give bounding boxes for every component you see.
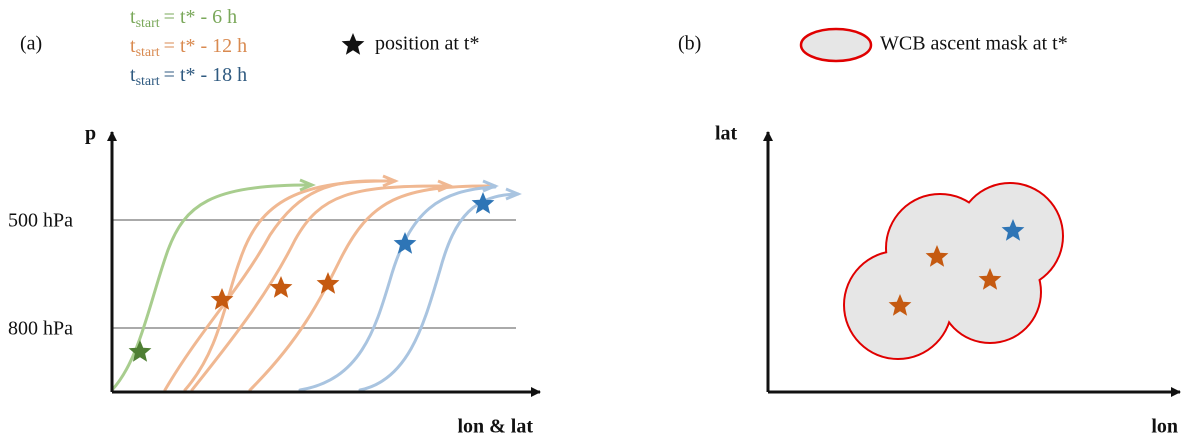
panel-label: (b) — [678, 33, 701, 55]
panel-label: (a) — [20, 33, 42, 55]
legend-star — [341, 33, 365, 55]
level-label: 800 hPa — [8, 318, 73, 340]
legend-entry: tstart = t* - 18 h — [130, 64, 247, 90]
legend-mask — [799, 27, 873, 63]
axis-label: lon & lat — [457, 416, 533, 438]
legend-entry: tstart = t* - 12 h — [130, 35, 247, 61]
axis-label: p — [85, 123, 96, 145]
ascent-mask — [843, 182, 1064, 360]
axis-label: lat — [715, 123, 738, 145]
legend-text: position at t* — [375, 33, 479, 55]
trajectories — [110, 174, 522, 392]
legend-text: WCB ascent mask at t* — [880, 33, 1068, 55]
axis-label: lon — [1151, 416, 1178, 438]
legend-entry: tstart = t* - 6 h — [130, 6, 237, 32]
level-label: 500 hPa — [8, 210, 73, 232]
